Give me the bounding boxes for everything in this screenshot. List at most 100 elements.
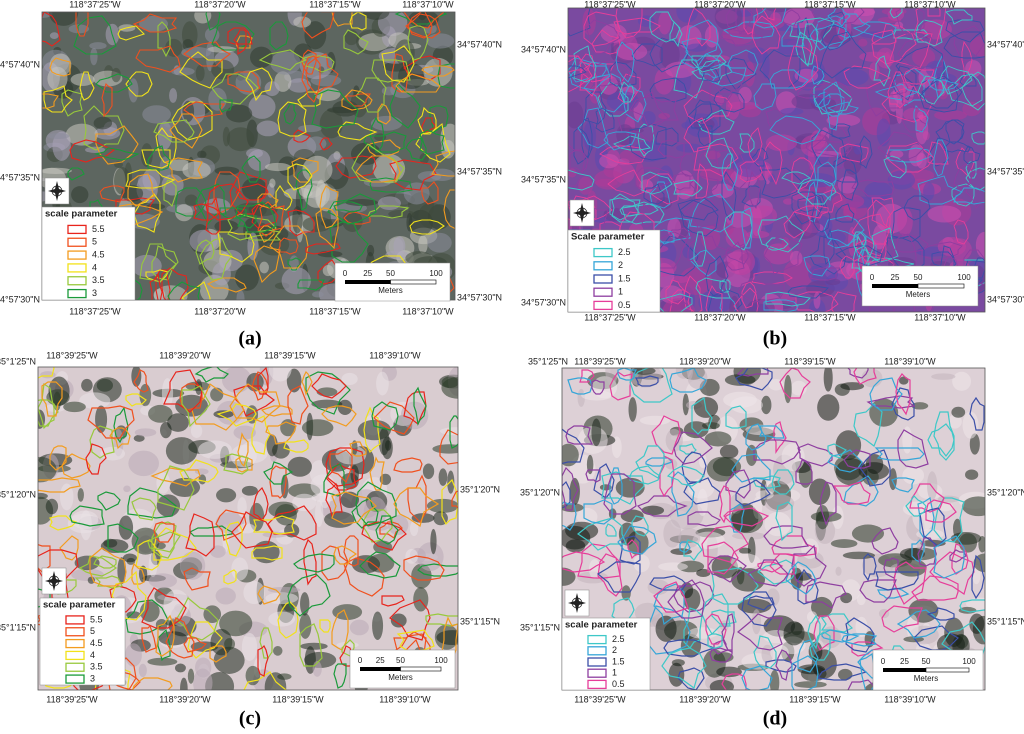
segment-outline <box>881 605 923 633</box>
segment-outline <box>693 99 713 125</box>
imagery-texture <box>633 554 650 573</box>
segment-outline <box>155 614 175 657</box>
segment-outline <box>667 579 705 619</box>
imagery-texture <box>405 548 419 564</box>
compass-ring <box>571 597 583 609</box>
imagery-texture <box>927 205 962 223</box>
legend-swatch <box>65 650 85 661</box>
segment-outline <box>637 123 655 157</box>
segment-outline <box>839 143 869 163</box>
imagery-texture <box>249 46 273 68</box>
imagery-texture <box>134 428 157 437</box>
scale-tick: 50 <box>914 273 923 282</box>
imagery-texture <box>746 298 775 312</box>
segment-outline <box>593 463 615 499</box>
imagery-texture <box>726 212 753 228</box>
imagery-texture <box>810 130 826 150</box>
segment-outline <box>181 385 211 428</box>
scale-tick: 0 <box>343 269 348 278</box>
segment-outline <box>259 225 275 243</box>
segment-outline <box>745 423 767 451</box>
segment-outline <box>713 639 729 655</box>
compass-rose <box>48 181 66 201</box>
map-frame <box>567 7 986 313</box>
imagery-texture <box>605 368 619 386</box>
segment-outline <box>157 21 171 58</box>
segment-outline <box>175 187 207 217</box>
segment-outline <box>841 633 878 647</box>
imagery-texture <box>658 562 688 571</box>
segment-outline <box>394 12 448 25</box>
segment-outline <box>403 555 445 581</box>
segment-outline <box>897 35 945 71</box>
imagery-texture <box>830 539 858 548</box>
imagery-texture <box>269 178 276 188</box>
segment-outline <box>305 53 339 95</box>
segment-outline <box>449 415 458 449</box>
segment-outline <box>115 197 155 215</box>
imagery-texture <box>38 456 57 483</box>
segment-outline <box>787 45 819 91</box>
segment-outline <box>209 645 227 663</box>
segment-outline <box>959 73 977 87</box>
segment-outline <box>673 179 703 197</box>
segment-outline <box>871 527 899 555</box>
segment-outline <box>43 85 73 113</box>
imagery-texture <box>204 27 220 43</box>
imagery-texture <box>89 42 107 50</box>
segment-outline <box>629 368 673 403</box>
segment-outline <box>49 57 71 77</box>
segment-outline <box>809 267 841 281</box>
imagery-texture <box>923 182 935 201</box>
imagery-texture <box>195 64 205 82</box>
scale-tick: 50 <box>396 656 405 665</box>
imagery-texture <box>214 220 239 233</box>
panel-caption: (d) <box>763 708 787 730</box>
segment-outline <box>721 613 735 653</box>
imagery-texture <box>182 161 211 180</box>
imagery-texture <box>233 425 256 440</box>
segment-outline <box>303 538 317 586</box>
segment-outline <box>355 155 401 183</box>
segment-outline <box>589 59 631 87</box>
legend-swatch <box>65 627 85 637</box>
segment-outline <box>753 439 801 465</box>
segment-outline <box>127 487 177 519</box>
segment-outline <box>763 299 799 312</box>
legend-swatch <box>65 638 85 649</box>
segment-outline <box>823 81 843 131</box>
imagery-texture <box>668 662 685 687</box>
imagery-texture <box>432 444 458 454</box>
scale-unit: Meters <box>914 674 938 683</box>
imagery-texture <box>272 646 283 656</box>
segment-outline <box>613 17 661 35</box>
right-coordinate: 34°57'35"N <box>987 166 1024 176</box>
segment-outline <box>287 573 331 617</box>
segment-outline <box>826 101 859 115</box>
imagery-texture <box>122 553 137 563</box>
legend-swatch <box>593 247 613 258</box>
imagery-texture <box>823 368 833 392</box>
segment-outline <box>895 8 925 35</box>
segment-outline <box>795 459 813 485</box>
segment-outline <box>379 521 403 539</box>
segment-outline <box>141 624 157 653</box>
segment-outline <box>206 277 247 293</box>
left-coordinate: 35°1'20"N <box>520 487 560 497</box>
segment-outline <box>751 147 769 167</box>
segment-outline <box>871 197 895 229</box>
imagery-texture <box>578 176 593 195</box>
segment-outline <box>761 8 777 21</box>
legend-label: 5.5 <box>92 224 105 234</box>
legend-title: scale parameter <box>565 620 638 631</box>
legend-label: 3 <box>92 288 97 298</box>
segment-outline <box>217 231 255 263</box>
segment-outline <box>831 123 851 139</box>
segment-outline <box>623 83 647 123</box>
segment-outline <box>205 196 221 235</box>
segment-outline <box>945 19 985 43</box>
segment-outline <box>597 81 629 117</box>
imagery-texture <box>837 176 857 194</box>
segment-outline <box>331 12 353 27</box>
segment-outline <box>333 201 363 213</box>
